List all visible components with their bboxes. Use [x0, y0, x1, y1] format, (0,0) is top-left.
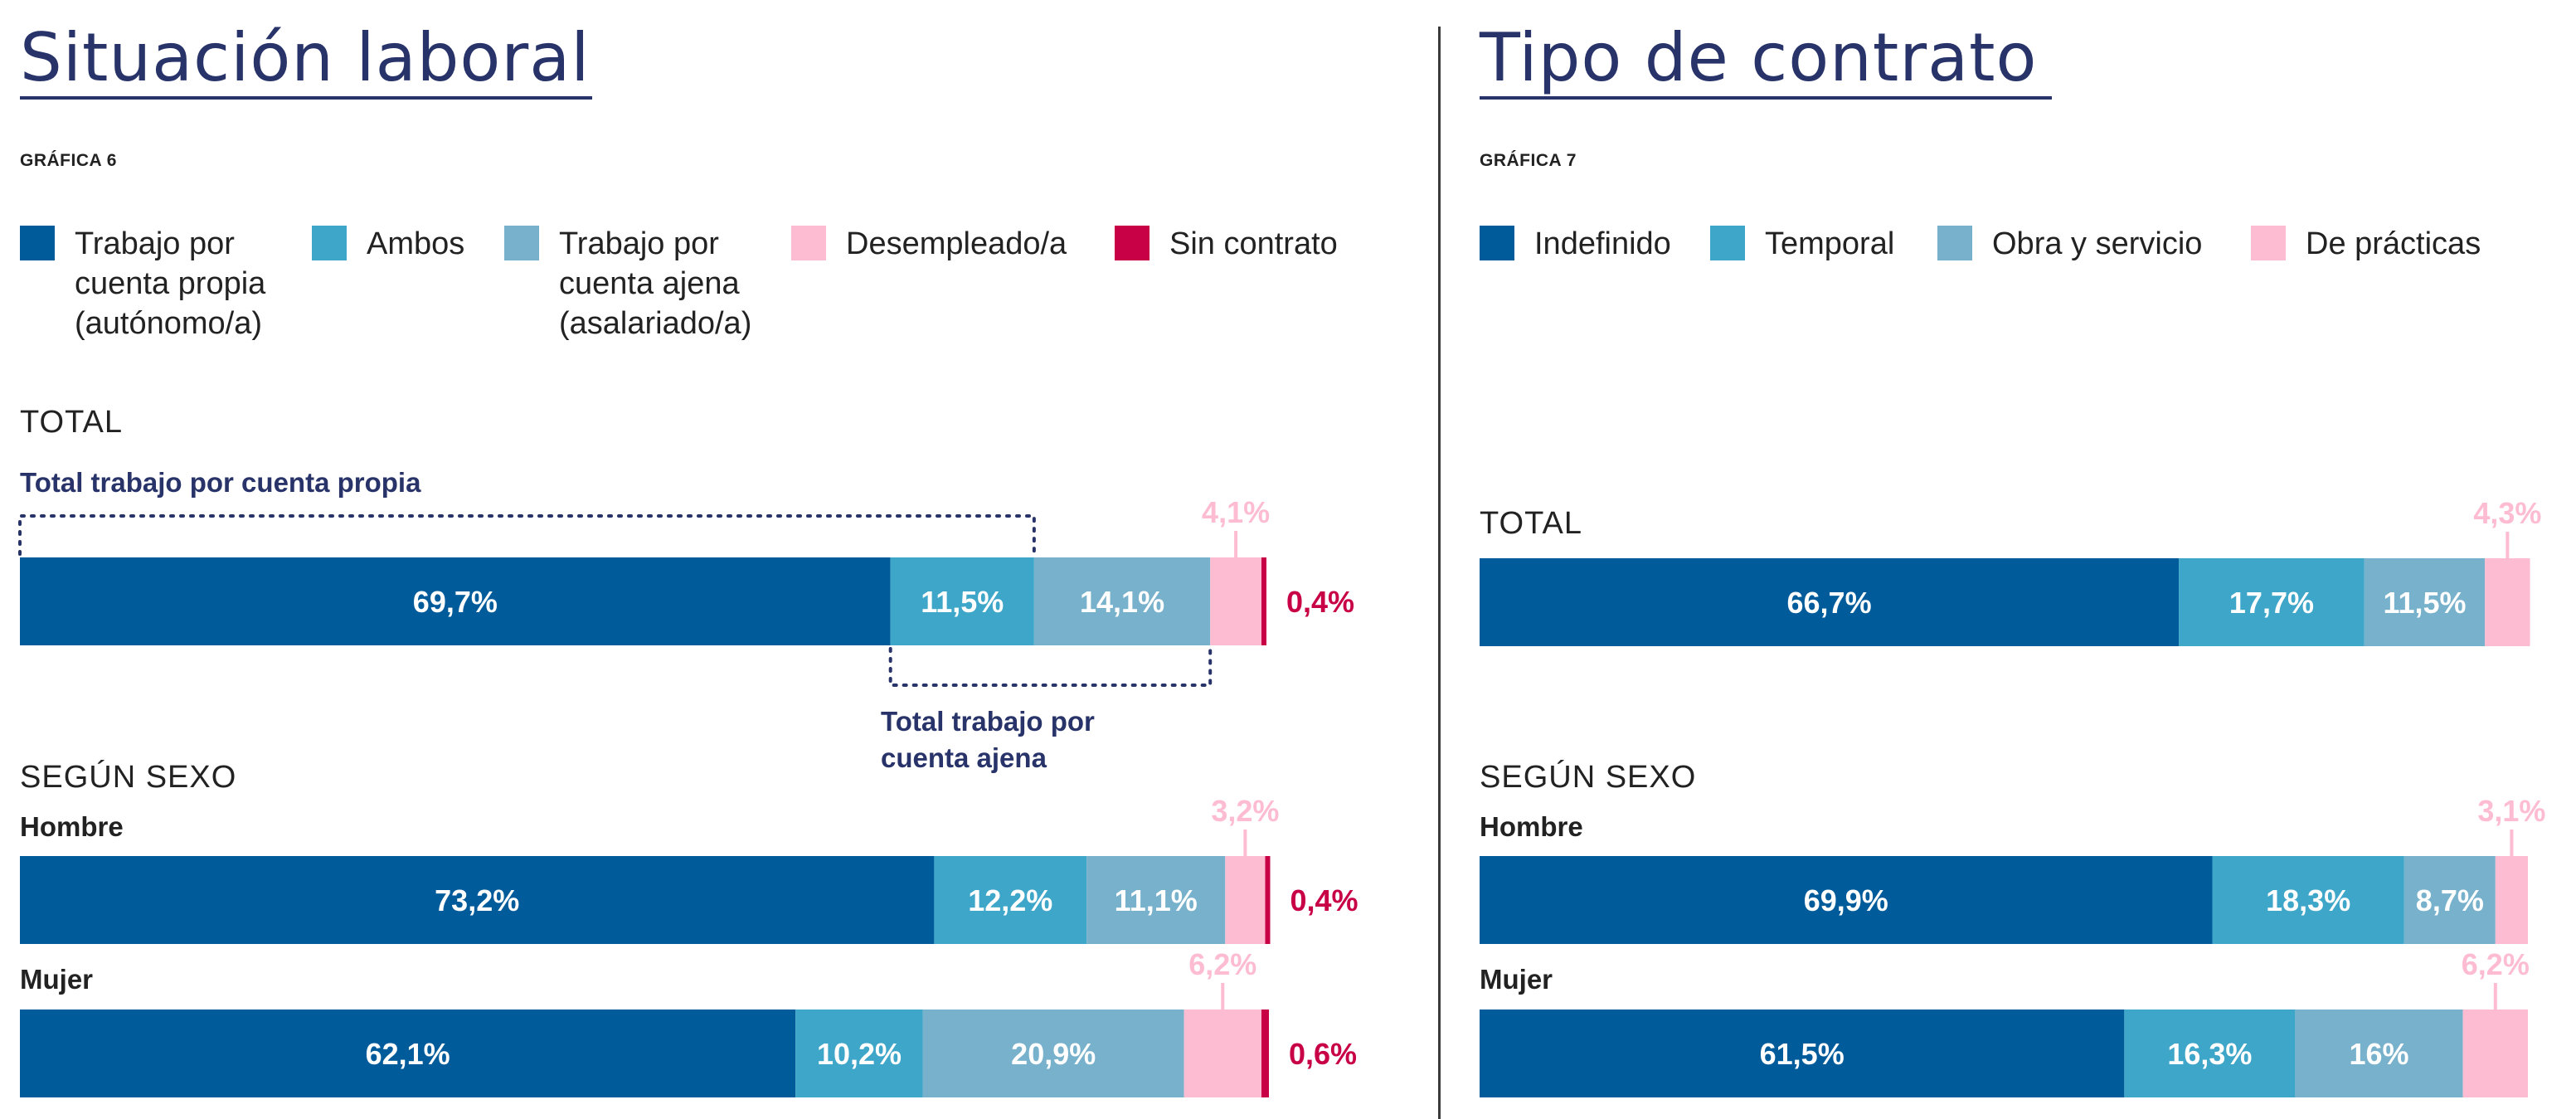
data-label: 6,2% — [1188, 947, 1256, 981]
data-label: 62,1% — [366, 1037, 450, 1071]
group-label-mujer: Mujer — [20, 964, 94, 995]
bar-segment-temporal — [2124, 1010, 2296, 1097]
bar-segment-desempleado-a — [1184, 1010, 1261, 1097]
bar-segment-obra-y-servicio — [2364, 558, 2486, 646]
bar-segment-trabajo-por-cuenta-ajena-asalariado-a — [1086, 856, 1226, 944]
data-label: 66,7% — [1787, 586, 1872, 620]
bar-segment-trabajo-por-cuenta-propia-autonomo-a — [20, 856, 935, 944]
data-label: 11,5% — [2383, 586, 2466, 620]
section-sex-label: SEGÚN SEXO — [1480, 760, 1697, 795]
data-label: 0,4% — [1286, 585, 1354, 619]
legend-swatch — [791, 226, 826, 260]
data-label: 16,3% — [2167, 1037, 2252, 1071]
data-label: 18,3% — [2266, 883, 2350, 917]
data-label: 0,6% — [1289, 1037, 1357, 1071]
legend-label: Indefinido — [1534, 226, 1671, 261]
data-label: 11,1% — [1115, 883, 1198, 917]
chart-tipo-contrato: Tipo de contrato GRÁFICA 7 Indefinido Te… — [1460, 0, 2576, 1119]
bar-segment-temporal — [2212, 856, 2404, 944]
legend-label: Ambos — [367, 226, 465, 261]
data-label: 6,2% — [2462, 947, 2530, 981]
bar-segment-trabajo-por-cuenta-propia-autonomo-a — [20, 557, 891, 645]
bar-segment-desempleado-a — [1225, 856, 1266, 944]
bar-segment-trabajo-por-cuenta-propia-autonomo-a — [20, 1010, 796, 1097]
bar-segment-ambos — [934, 856, 1087, 944]
legend-label: Temporal — [1765, 226, 1895, 261]
bar-segment-de-practicas — [2485, 558, 2530, 646]
bar-segment-obra-y-servicio — [2403, 856, 2496, 944]
bar-segment-trabajo-por-cuenta-ajena-asalariado-a — [1033, 557, 1211, 645]
section-sex-label: SEGÚN SEXO — [20, 760, 237, 795]
bar-segment-sin-contrato — [1261, 557, 1266, 645]
legend-swatch — [312, 226, 347, 260]
chart-situacion-laboral: Situación laboral GRÁFICA 6 Trabajo por … — [18, 19, 1358, 1097]
legend-swatch — [1710, 226, 1745, 260]
data-label: 61,5% — [1760, 1037, 1845, 1071]
data-label: 4,3% — [2473, 496, 2541, 530]
data-label: 0,4% — [1290, 883, 1358, 917]
bar-segment-de-practicas — [2495, 856, 2528, 944]
data-label: 3,2% — [1211, 794, 1279, 828]
figure-label: GRÁFICA 6 — [20, 151, 117, 170]
section-total-label: TOTAL — [20, 405, 123, 440]
data-label: 73,2% — [435, 883, 519, 917]
bar-segment-indefinido — [1480, 1010, 2125, 1097]
group-label-mujer: Mujer — [1480, 964, 1553, 995]
bar-segment-ambos — [795, 1010, 923, 1097]
bracket-employee — [888, 647, 1213, 687]
legend-swatch — [20, 226, 55, 260]
legend-swatch — [1480, 226, 1514, 260]
bar-segment-sin-contrato — [1265, 856, 1271, 944]
legend-swatch — [1937, 226, 1972, 260]
panel-divider — [1438, 27, 1441, 1119]
data-label: 14,1% — [1080, 585, 1164, 619]
legend-swatch — [2251, 226, 2286, 260]
data-label: 12,2% — [968, 883, 1052, 917]
data-label: 11,5% — [921, 585, 1004, 619]
data-label: 8,7% — [2416, 883, 2484, 917]
data-label: 17,7% — [2229, 586, 2314, 620]
data-label: 4,1% — [1202, 495, 1270, 529]
legend-label: Trabajo por cuenta propia (autónomo/a) — [75, 226, 266, 341]
bracket-own-account — [18, 514, 1036, 556]
bar-segment-ambos — [890, 557, 1034, 645]
data-label: 16% — [2349, 1037, 2408, 1071]
annotation-own-account: Total trabajo por cuenta propia — [20, 467, 421, 498]
data-label: 20,9% — [1011, 1037, 1096, 1071]
bar-segment-obra-y-servicio — [2295, 1010, 2463, 1097]
data-label: 69,9% — [1804, 883, 1888, 917]
bar-segment-sin-contrato — [1261, 1010, 1269, 1097]
legend-swatch — [1115, 226, 1149, 260]
group-label-hombre: Hombre — [1480, 811, 1583, 842]
chart-title: Tipo de contrato — [1480, 19, 2038, 96]
title-underline — [20, 96, 592, 100]
group-label-hombre: Hombre — [20, 811, 124, 842]
bar-segment-temporal — [2179, 558, 2365, 646]
bar-segment-desempleado-a — [1210, 557, 1261, 645]
section-total-label: TOTAL — [1480, 506, 1582, 541]
legend-label: Trabajo por cuenta ajena (asalariado/a) — [559, 226, 752, 341]
legend-label: Sin contrato — [1169, 226, 1338, 261]
data-label: 69,7% — [413, 585, 498, 619]
data-label: 10,2% — [817, 1037, 902, 1071]
bars-svg: 69,7% 11,5% 14,1% 4,1% 0,4% 73,2% 12,2% 11,1% 3,… — [18, 495, 1358, 1097]
title-underline — [1480, 96, 2052, 100]
legend-label: De prácticas — [2306, 226, 2481, 261]
bar-segment-de-practicas — [2462, 1010, 2528, 1097]
bar-segment-indefinido — [1480, 856, 2213, 944]
bars-svg: 66,7% 17,7% 11,5% 4,3% 69,9% 18,3% 8,7% 3,1% 61,… — [1480, 496, 2545, 1097]
figure-label: GRÁFICA 7 — [1480, 151, 1577, 170]
chart-title: Situación laboral — [20, 19, 591, 96]
bar-segment-trabajo-por-cuenta-ajena-asalariado-a — [922, 1010, 1184, 1097]
annotation-employee: Total trabajo por cuenta ajena — [881, 706, 1095, 773]
data-label: 3,1% — [2477, 794, 2545, 828]
bar-segment-indefinido — [1480, 558, 2180, 646]
legend-label: Desempleado/a — [846, 226, 1067, 261]
legend-swatch — [504, 226, 539, 260]
legend-label: Obra y servicio — [1992, 226, 2203, 261]
